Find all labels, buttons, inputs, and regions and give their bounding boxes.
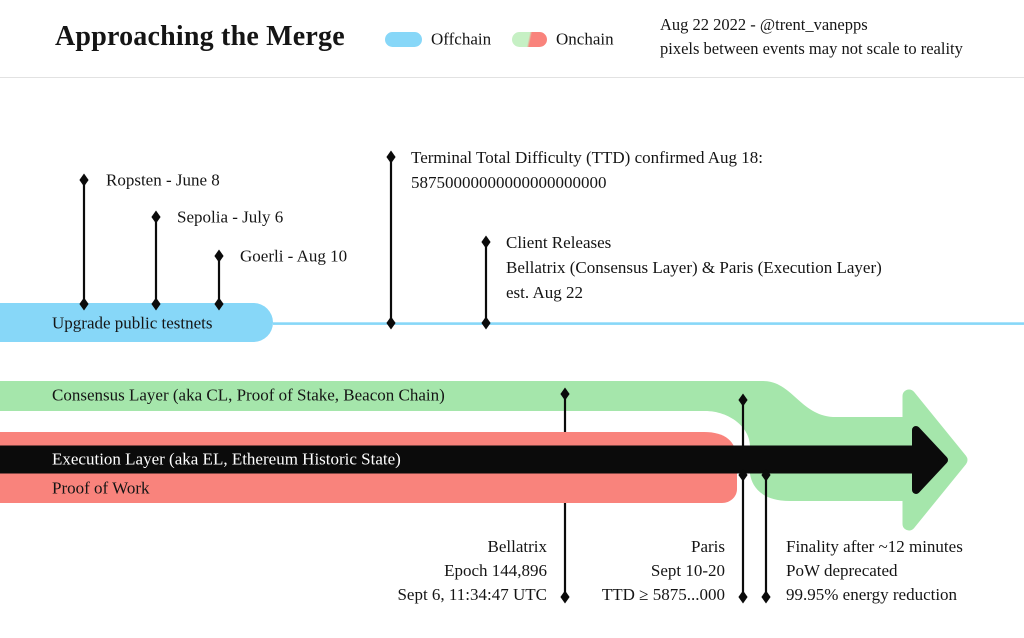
note-disclaimer: pixels between events may not scale to r… <box>660 39 963 58</box>
finality-line1: Finality after ~12 minutes <box>786 537 963 556</box>
event-ttd-label: Terminal Total Difficulty (TTD) confirme… <box>411 145 763 195</box>
client-line3: est. Aug 22 <box>506 283 583 302</box>
onchain-legend-swatch-icon <box>512 32 547 47</box>
ttd-line1: Terminal Total Difficulty (TTD) confirme… <box>411 148 764 167</box>
ttd-value: 58750000000000000000000 <box>411 173 607 192</box>
testnet-event-stems <box>82 157 488 323</box>
execution-arrowhead <box>912 426 948 494</box>
event-goerli-label: Goerli - Aug 10 <box>240 246 348 266</box>
testnet-event-markers <box>79 150 491 330</box>
header: Approaching the Merge Offchain Onchain A… <box>0 0 1024 78</box>
offchain-legend-label: Offchain <box>431 29 492 49</box>
bellatrix-line2: Epoch 144,896 <box>444 561 547 580</box>
header-note: Aug 22 2022 - @trent_vanepps pixels betw… <box>660 13 963 61</box>
bellatrix-line3: Sept 6, 11:34:47 UTC <box>397 585 547 604</box>
event-finality-label: Finality after ~12 minutes PoW deprecate… <box>786 535 963 607</box>
event-ropsten-label: Ropsten - June 8 <box>106 170 220 190</box>
finality-line3: 99.95% energy reduction <box>786 585 958 604</box>
execution-band-label: Execution Layer (aka EL, Ethereum Histor… <box>52 449 401 469</box>
event-sepolia-label: Sepolia - July 6 <box>177 207 284 227</box>
event-paris-label: Paris Sept 10-20 TTD ≥ 5875...000 <box>602 535 725 607</box>
event-bellatrix-label: Bellatrix Epoch 144,896 Sept 6, 11:34:47… <box>397 535 547 607</box>
paris-line3: TTD ≥ 5875...000 <box>601 585 725 604</box>
merge-event-markers-bottom <box>560 468 771 604</box>
offchain-legend-swatch-icon <box>385 32 422 47</box>
client-line2: Bellatrix (Consensus Layer) & Paris (Exe… <box>506 258 882 277</box>
merge-event-markers-top <box>560 387 748 407</box>
testnets-band-label: Upgrade public testnets <box>52 313 213 333</box>
paris-line2: Sept 10-20 <box>650 561 725 580</box>
client-line1: Client Releases <box>506 233 612 252</box>
execution-band <box>0 445 916 474</box>
finality-line2: PoW deprecated <box>786 561 898 580</box>
consensus-band <box>0 381 912 501</box>
paris-line1: Paris <box>691 537 725 556</box>
testnets-band <box>0 303 273 342</box>
event-client-releases-label: Client Releases Bellatrix (Consensus Lay… <box>506 230 882 305</box>
note-author: Aug 22 2022 - @trent_vanepps <box>660 15 868 34</box>
consensus-band-label: Consensus Layer (aka CL, Proof of Stake,… <box>52 385 445 405</box>
pow-band-label: Proof of Work <box>52 478 150 498</box>
page-title: Approaching the Merge <box>55 21 345 52</box>
onchain-legend-label: Onchain <box>556 29 614 49</box>
offchain-timeline-line <box>273 322 1024 325</box>
bellatrix-line1: Bellatrix <box>487 537 547 556</box>
